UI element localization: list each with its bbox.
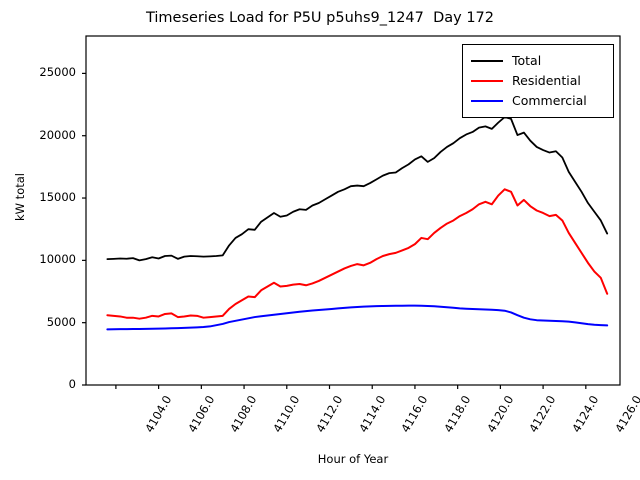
data-lines — [106, 116, 609, 331]
series-line-total — [106, 116, 609, 262]
chart-title: Timeseries Load for P5U p5uhs9_1247 Day … — [145, 10, 495, 26]
legend-item: Residential — [471, 71, 605, 91]
legend-label: Commercial — [512, 92, 587, 108]
legend-swatch-icon — [471, 60, 503, 62]
y-tick-label: 15000 — [39, 190, 76, 205]
tick-marks — [82, 72, 587, 389]
series-line-residential — [106, 188, 609, 320]
axes-border — [85, 35, 621, 386]
legend-item: Commercial — [471, 91, 605, 111]
chart-legend: Total Residential Commercial — [462, 44, 614, 118]
axes-frame — [85, 35, 621, 386]
legend-item: Total — [471, 51, 605, 71]
y-tick-label: 5000 — [46, 314, 76, 329]
legend-swatch-icon — [471, 80, 503, 82]
y-tick-label: 25000 — [39, 65, 76, 80]
x-axis-label: Hour of Year — [317, 452, 389, 466]
legend-label: Residential — [512, 72, 581, 88]
y-tick-label: 10000 — [39, 252, 76, 267]
legend-label: Total — [512, 52, 542, 68]
series-line-commercial — [106, 304, 609, 331]
y-tick-label: 20000 — [39, 127, 76, 142]
y-tick-label: 0 — [68, 377, 76, 391]
legend-swatch-icon — [471, 100, 503, 102]
y-axis-label: kW total — [13, 173, 27, 221]
